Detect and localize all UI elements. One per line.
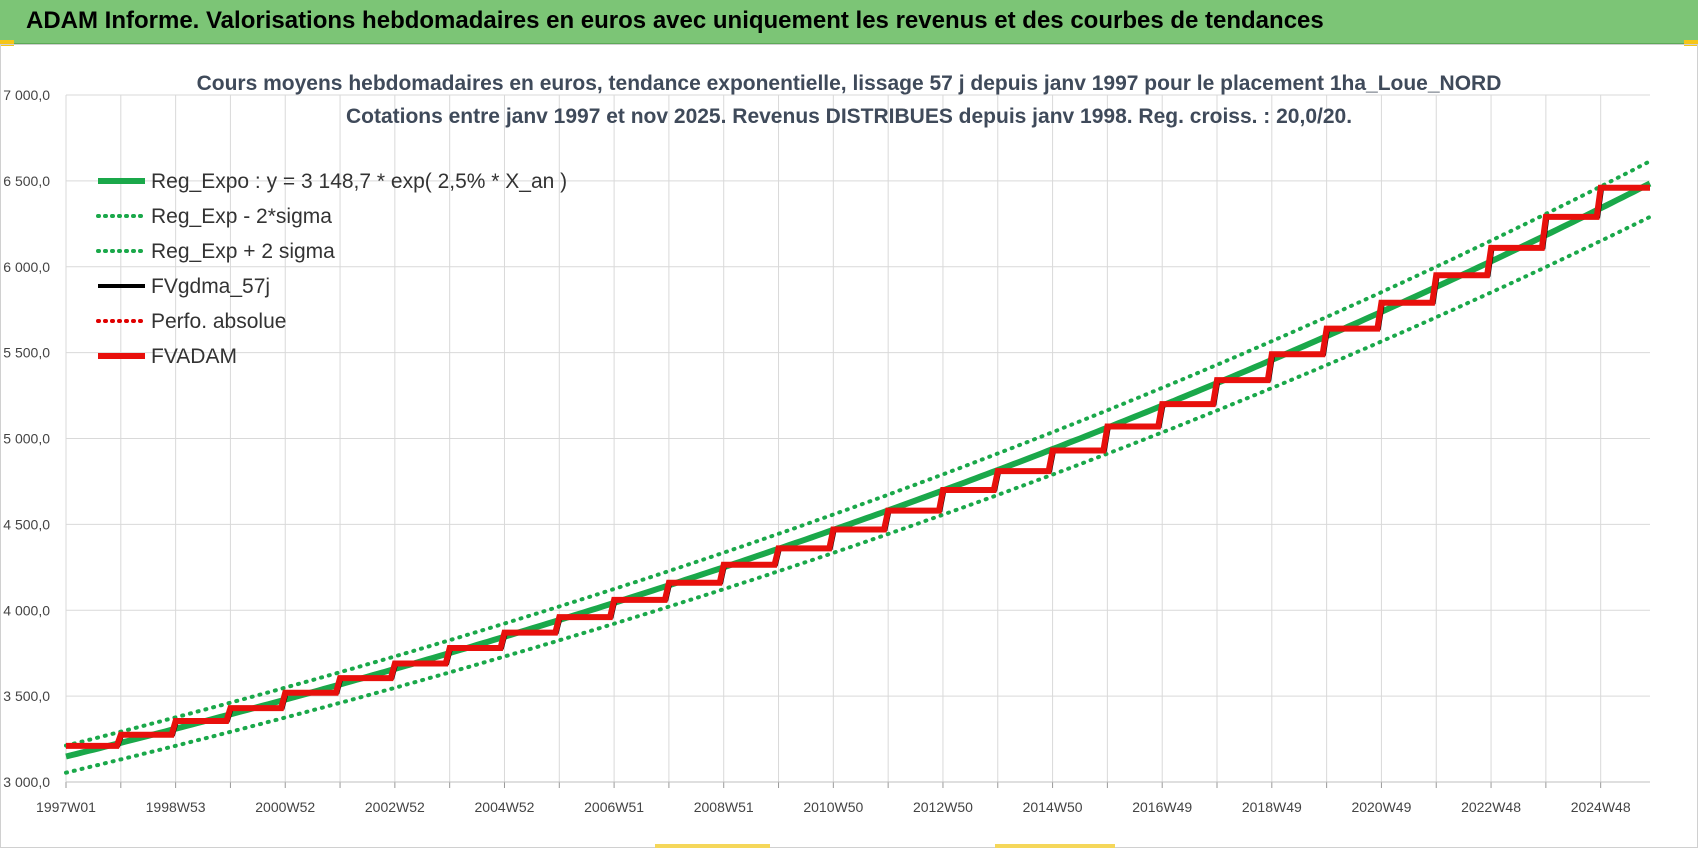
y-tick-label: 6 000,0 [3, 259, 50, 275]
reg-expo-line [65, 180, 1652, 760]
x-tick-label: 2022W48 [1461, 799, 1521, 815]
x-tick-label: 1997W01 [36, 799, 96, 815]
corner-mark-left [0, 40, 14, 46]
x-tick-label: 2010W50 [803, 799, 863, 815]
y-tick-label: 6 500,0 [3, 173, 50, 189]
x-tick-label: 2006W51 [584, 799, 644, 815]
x-tick-label: 2018W49 [1242, 799, 1302, 815]
y-tick-label: 5 000,0 [3, 431, 50, 447]
y-axis: 3 000,0 3 500,0 4 000,0 4 500,0 5 000,0 5 500… [3, 87, 50, 790]
x-tick-label: 2020W49 [1351, 799, 1411, 815]
report-title: ADAM Informe. Valorisations hebdomadaire… [26, 7, 1324, 34]
legend-label-0: Reg_Expo : y = 3 148,7 * exp( 2,5% * X_a… [151, 170, 567, 193]
reg-exp-plus-2sigma-line [64, 159, 1652, 748]
x-axis: 1997W01 1998W53 2000W52 2002W52 2004W52 2006W… [36, 781, 1650, 815]
legend: Reg_Expo : y = 3 148,7 * exp( 2,5% * X_a… [96, 170, 567, 368]
x-tick-label: 2014W50 [1023, 799, 1083, 815]
fvgdma-57j-line [66, 186, 1650, 748]
series-group [64, 159, 1652, 775]
y-tick-label: 4 000,0 [3, 602, 50, 618]
x-tick-label: 2008W51 [694, 799, 754, 815]
x-tick-label: 2012W50 [913, 799, 973, 815]
x-tick-label: 2002W52 [365, 799, 425, 815]
chart-title-line2: Cotations entre janv 1997 et nov 2025. R… [346, 105, 1352, 128]
report-banner: ADAM Informe. Valorisations hebdomadaire… [0, 0, 1698, 44]
corner-mark-right [1684, 40, 1698, 46]
x-tick-label: 2000W52 [255, 799, 315, 815]
fvadam-line [66, 184, 1650, 749]
legend-label-5: FVADAM [151, 345, 237, 368]
y-tick-label: 3 500,0 [3, 688, 50, 704]
reg-exp-minus-2sigma-line [64, 214, 1652, 775]
footer-mark-1 [655, 844, 770, 848]
x-tick-label: 2004W52 [475, 799, 535, 815]
y-tick-label: 3 000,0 [3, 774, 50, 790]
footer-mark-2 [995, 844, 1115, 848]
y-tick-label: 7 000,0 [3, 87, 50, 103]
legend-label-3: FVgdma_57j [151, 275, 270, 298]
y-tick-label: 4 500,0 [3, 516, 50, 532]
x-tick-label: 2016W49 [1132, 799, 1192, 815]
grid-lines [65, 94, 1650, 783]
x-tick-label: 2024W48 [1571, 799, 1631, 815]
x-tick-label: 1998W53 [146, 799, 206, 815]
legend-label-1: Reg_Exp - 2*sigma [151, 205, 332, 228]
y-tick-label: 5 500,0 [3, 345, 50, 361]
chart-title-line1: Cours moyens hebdomadaires en euros, ten… [197, 72, 1502, 95]
legend-label-4: Perfo. absolue [151, 310, 286, 333]
legend-label-2: Reg_Exp + 2 sigma [151, 240, 335, 263]
